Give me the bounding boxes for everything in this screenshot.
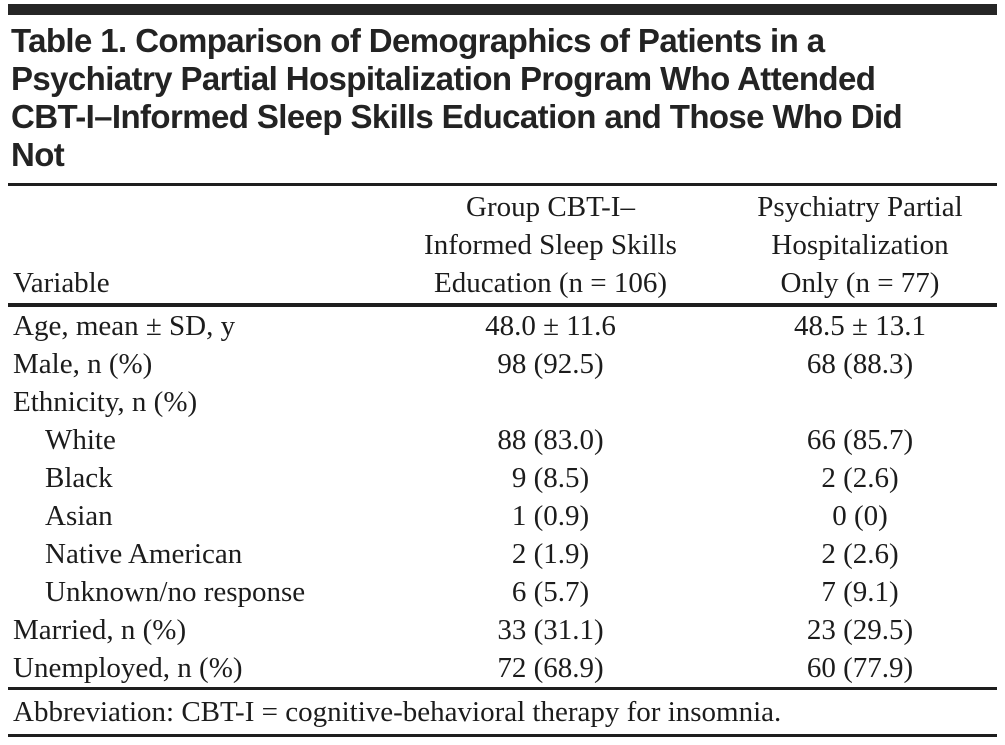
- cell-group-cbti: 6 (5.7): [511, 576, 590, 608]
- column-header-php-only: Psychiatry Partial Hospitalization Only …: [723, 188, 997, 302]
- rule-below-title: [8, 183, 997, 186]
- column-header-php-only-line-2: Hospitalization: [771, 229, 949, 261]
- cell-php-only: 60 (77.9): [806, 652, 914, 684]
- column-header-php-only-line-1: Psychiatry Partial: [757, 191, 963, 223]
- table-title: Table 1. Comparison of Demographics of P…: [8, 15, 997, 183]
- column-header-group-cbti: Group CBT-I– Informed Sleep Skills Educa…: [378, 188, 723, 302]
- cell-php-only: 68 (88.3): [806, 348, 914, 380]
- column-header-variable: Variable: [8, 264, 378, 302]
- table-row-asian: Asian 1 (0.9) 0 (0): [8, 497, 997, 535]
- table-1-container: Table 1. Comparison of Demographics of P…: [8, 4, 997, 737]
- cell-php-only: 0 (0): [832, 500, 888, 532]
- abbreviation-footnote: Abbreviation: CBT-I = cognitive-behavior…: [13, 696, 782, 728]
- cell-php-only: [723, 383, 997, 421]
- cell-php-only: 48.5 ± 13.1: [794, 310, 926, 342]
- column-header-group-cbti-line-3: Education (n = 106): [434, 267, 667, 299]
- row-label: Asian: [45, 500, 113, 532]
- column-header-variable-label: Variable: [13, 267, 110, 299]
- table-title-line-2: Psychiatry Partial Hospitalization Progr…: [11, 60, 876, 97]
- rule-bottom: [8, 734, 997, 737]
- cell-group-cbti: 1 (0.9): [511, 500, 590, 532]
- table-row-unknown: Unknown/no response 6 (5.7) 7 (9.1): [8, 573, 997, 611]
- cell-group-cbti: [378, 383, 723, 421]
- footnote-row: Abbreviation: CBT-I = cognitive-behavior…: [8, 690, 997, 734]
- table-title-line-3: CBT-I–Informed Sleep Skills Education an…: [11, 98, 903, 135]
- table-row-white: White 88 (83.0) 66 (85.7): [8, 421, 997, 459]
- table-row-male: Male, n (%) 98 (92.5) 68 (88.3): [8, 345, 997, 383]
- row-label: Native American: [45, 538, 243, 570]
- cell-php-only: 66 (85.7): [806, 424, 914, 456]
- title-top-bar: [8, 4, 997, 15]
- table-row-married: Married, n (%) 33 (31.1) 23 (29.5): [8, 611, 997, 649]
- row-label: Ethnicity, n (%): [13, 386, 198, 418]
- table-body: Age, mean ± SD, y 48.0 ± 11.6 48.5 ± 13.…: [8, 307, 997, 687]
- cell-group-cbti: 88 (83.0): [497, 424, 604, 456]
- cell-group-cbti: 2 (1.9): [511, 538, 590, 570]
- cell-php-only: 7 (9.1): [821, 576, 899, 608]
- row-label: Male, n (%): [13, 348, 153, 380]
- rule-below-header: [8, 303, 997, 307]
- cell-group-cbti: 33 (31.1): [497, 614, 604, 646]
- cell-php-only: 23 (29.5): [806, 614, 914, 646]
- row-label: Married, n (%): [13, 614, 187, 646]
- cell-group-cbti: 72 (68.9): [497, 652, 604, 684]
- table-row-native-american: Native American 2 (1.9) 2 (2.6): [8, 535, 997, 573]
- table-title-line-4: Not: [11, 136, 65, 173]
- table-title-line-1: Table 1. Comparison of Demographics of P…: [11, 22, 825, 59]
- cell-group-cbti: 98 (92.5): [497, 348, 604, 380]
- table-row-black: Black 9 (8.5) 2 (2.6): [8, 459, 997, 497]
- row-label: Age, mean ± SD, y: [13, 310, 236, 342]
- cell-group-cbti: 9 (8.5): [511, 462, 590, 494]
- column-header-php-only-line-3: Only (n = 77): [780, 267, 940, 299]
- table-row-unemployed: Unemployed, n (%) 72 (68.9) 60 (77.9): [8, 649, 997, 687]
- table-row-ethnicity: Ethnicity, n (%): [8, 383, 997, 421]
- table-header-row: Variable Group CBT-I– Informed Sleep Ski…: [8, 186, 997, 303]
- table-row-age: Age, mean ± SD, y 48.0 ± 11.6 48.5 ± 13.…: [8, 307, 997, 345]
- column-header-group-cbti-line-2: Informed Sleep Skills: [424, 229, 677, 261]
- row-label: Unknown/no response: [45, 576, 306, 608]
- cell-group-cbti: 48.0 ± 11.6: [485, 310, 616, 342]
- row-label: Unemployed, n (%): [13, 652, 243, 684]
- row-label: White: [45, 424, 116, 456]
- cell-php-only: 2 (2.6): [821, 538, 899, 570]
- cell-php-only: 2 (2.6): [821, 462, 899, 494]
- rule-above-footnote: [8, 687, 997, 690]
- row-label: Black: [45, 462, 113, 494]
- column-header-group-cbti-line-1: Group CBT-I–: [466, 191, 635, 223]
